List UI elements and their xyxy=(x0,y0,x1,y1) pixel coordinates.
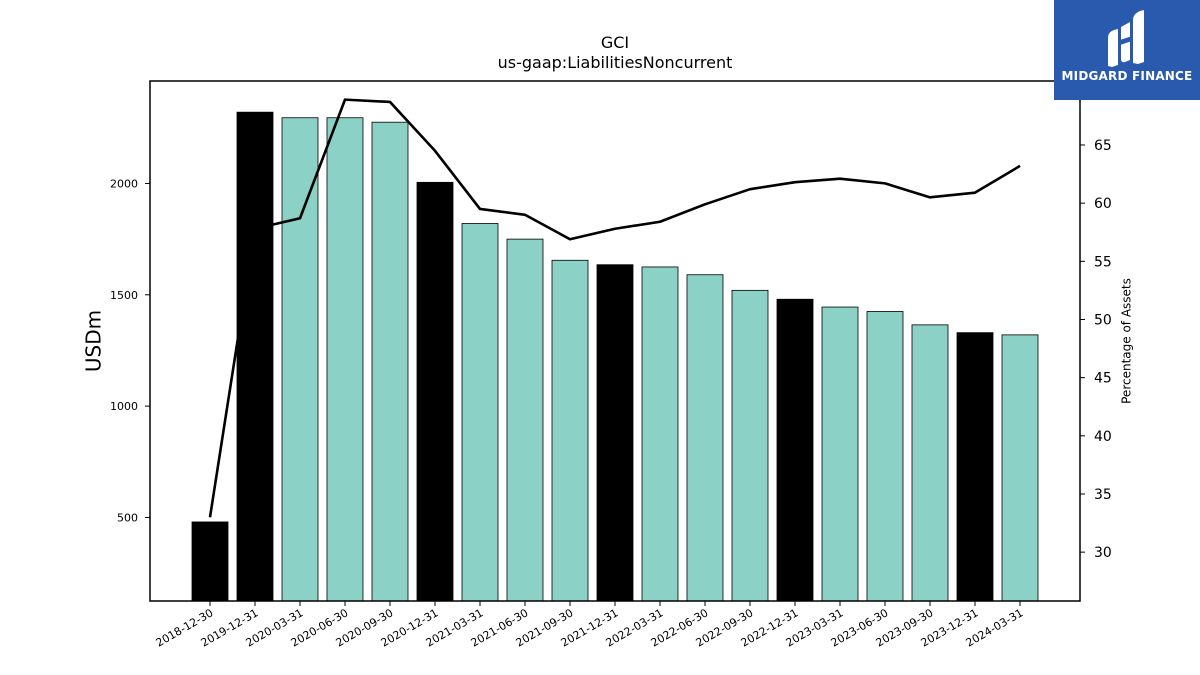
line-layer xyxy=(208,98,1021,518)
y2-tick-label: 50 xyxy=(1094,312,1112,328)
bar xyxy=(506,238,544,602)
bar xyxy=(686,274,724,602)
y-tick-label: 500 xyxy=(117,511,138,524)
bar xyxy=(551,259,589,602)
y2-tick-label: 45 xyxy=(1094,371,1112,387)
y2-tick-label: 30 xyxy=(1094,545,1112,561)
y2-axis-label: Percentage of Assets xyxy=(1120,278,1134,404)
x-axis: 2018-12-302019-12-312020-03-312020-06-30… xyxy=(154,601,1026,650)
chart-subtitle: us-gaap:LiabilitiesNoncurrent xyxy=(498,53,733,72)
y-tick-label: 1000 xyxy=(110,400,138,413)
percentage-line xyxy=(208,98,1021,518)
y2-tick-label: 65 xyxy=(1094,138,1112,154)
brand-name: MIDGARD FINANCE xyxy=(1061,69,1193,83)
bar xyxy=(371,121,409,602)
bar xyxy=(236,111,274,602)
y-tick-label: 1500 xyxy=(110,289,138,302)
brand-logo: MIDGARD FINANCE xyxy=(1054,0,1200,100)
bar xyxy=(326,117,364,602)
bar-group xyxy=(191,111,1039,602)
bar xyxy=(956,332,994,602)
bar xyxy=(1001,334,1039,602)
midgard-logo-icon xyxy=(1108,10,1144,67)
y-axis-right: 30 35 40 45 50 55 60 65 xyxy=(1080,138,1112,561)
y2-tick-label: 60 xyxy=(1094,196,1112,212)
bar xyxy=(641,266,679,602)
bar xyxy=(866,311,904,602)
bar xyxy=(461,223,499,602)
chart-title: GCI xyxy=(601,33,629,52)
y-axis-label: USDm xyxy=(82,310,106,372)
bar xyxy=(821,306,859,602)
bar xyxy=(191,521,229,602)
bar xyxy=(281,117,319,602)
y2-tick-label: 55 xyxy=(1094,254,1112,270)
y-tick-label: 2000 xyxy=(110,177,138,190)
y2-tick-label: 40 xyxy=(1094,429,1112,445)
y2-tick-label: 35 xyxy=(1094,487,1112,503)
y-axis-left: 500 1000 1500 2000 xyxy=(110,177,150,524)
bar xyxy=(416,181,454,602)
bar xyxy=(776,298,814,602)
bar xyxy=(731,289,769,602)
bar xyxy=(911,324,949,602)
bar xyxy=(596,264,634,602)
